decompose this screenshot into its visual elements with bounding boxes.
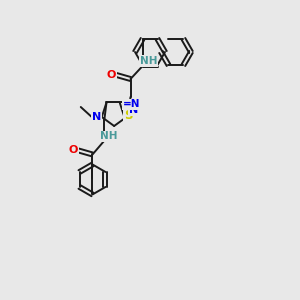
Text: N: N (128, 105, 138, 115)
Text: N: N (92, 112, 101, 122)
Text: O: O (69, 146, 78, 155)
Text: S: S (124, 109, 133, 122)
Text: NH: NH (100, 131, 117, 142)
Text: O: O (107, 70, 116, 80)
Text: =N: =N (123, 100, 140, 110)
Text: NH: NH (140, 56, 157, 66)
